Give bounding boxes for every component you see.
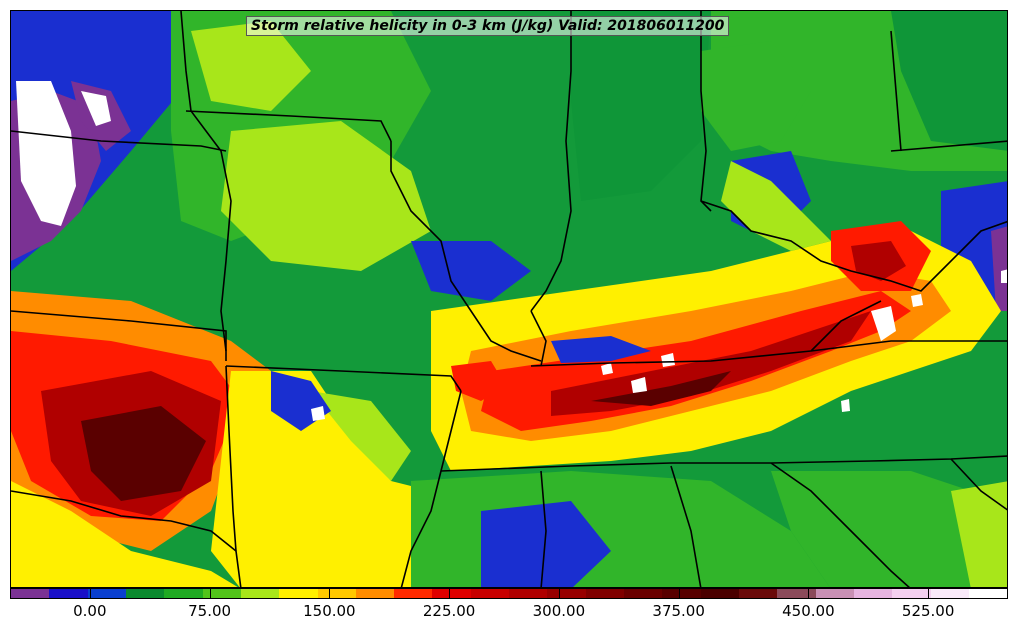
colorbar-segment [738,589,778,598]
colorbar-label: 525.00 [901,602,955,620]
colorbar-tick [678,588,680,599]
map-canvas [11,11,1007,587]
colorbar-segment [394,589,433,598]
colorbar [10,588,1008,599]
colorbar-tick [808,588,810,599]
colorbar-segment [777,589,816,598]
colorbar-tick [209,588,211,599]
colorbar-label: 300.00 [532,602,586,620]
colorbar-segment [585,589,624,598]
colorbar-segment [432,589,471,598]
colorbar-tick [329,588,331,599]
colorbar-label: 375.00 [652,602,705,620]
colorbar-segment [87,589,126,598]
colorbar-tick [89,588,91,599]
colorbar-segment [700,589,739,598]
colorbar-segment [125,589,165,598]
state-boundaries [11,11,1007,587]
colorbar-labels: 0.00 75.00 150.00 225.00 300.00 375.00 450.00 5… [10,588,1008,624]
colorbar-label: 150.00 [303,602,356,620]
colorbar-segment [509,589,548,598]
colorbar-segment [164,589,203,598]
colorbar-segment [547,589,586,598]
colorbar-label: 0.00 [73,602,107,620]
colorbar-segment [892,589,931,598]
colorbar-segment [662,589,701,598]
colorbar-segment [317,589,356,598]
map-title: Storm relative helicity in 0-3 km (J/kg)… [246,16,730,36]
colorbar-segment [815,589,854,598]
colorbar-segment [49,589,88,598]
colorbar-tick [558,588,560,599]
colorbar-segment [470,589,510,598]
colorbar-label: 225.00 [422,602,476,620]
colorbar-segment [968,589,1008,598]
colorbar-tick [928,588,930,599]
colorbar-segment [240,589,280,598]
colorbar-tick [449,588,451,599]
colorbar-segment [202,589,241,598]
colorbar-label: 450.00 [782,602,835,620]
colorbar-segment [624,589,663,598]
colorbar-segment [11,589,50,598]
colorbar-segment [355,589,395,598]
colorbar-label: 75.00 [188,602,232,620]
colorbar-segment [853,589,893,598]
colorbar-segment [930,589,969,598]
colorbar-segment [279,589,318,598]
helicity-map [10,10,1008,588]
